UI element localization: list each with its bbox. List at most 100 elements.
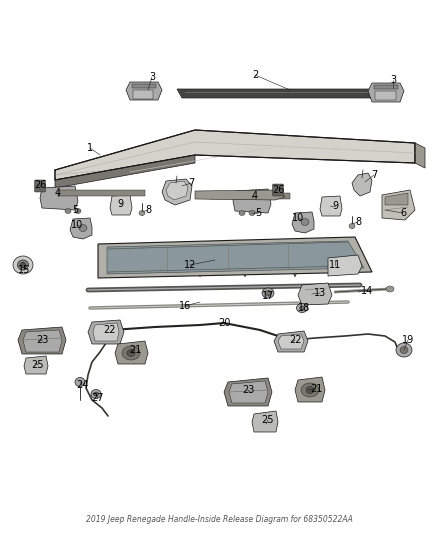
Text: 25: 25	[32, 360, 44, 370]
Polygon shape	[115, 341, 148, 364]
Ellipse shape	[265, 290, 271, 295]
Polygon shape	[385, 193, 408, 205]
Text: 5: 5	[72, 205, 78, 215]
Polygon shape	[382, 190, 415, 220]
Polygon shape	[224, 378, 272, 406]
Text: 21: 21	[310, 384, 322, 394]
Text: 1: 1	[87, 143, 93, 153]
Text: 3: 3	[149, 72, 155, 82]
Text: 20: 20	[218, 318, 230, 328]
Ellipse shape	[75, 208, 81, 214]
Text: 8: 8	[145, 205, 151, 215]
Text: 26: 26	[34, 180, 46, 190]
Ellipse shape	[249, 211, 255, 215]
Text: 2019 Jeep Renegade Handle-Inside Release Diagram for 68350522AA: 2019 Jeep Renegade Handle-Inside Release…	[85, 515, 353, 524]
Ellipse shape	[75, 377, 85, 386]
Polygon shape	[415, 143, 425, 168]
Polygon shape	[98, 237, 372, 278]
Text: 22: 22	[104, 325, 116, 335]
Polygon shape	[352, 173, 372, 196]
Text: 2: 2	[252, 70, 258, 80]
Ellipse shape	[301, 219, 309, 225]
FancyBboxPatch shape	[272, 184, 283, 196]
Polygon shape	[93, 323, 119, 341]
Text: 27: 27	[92, 393, 104, 403]
Polygon shape	[252, 411, 278, 432]
Ellipse shape	[91, 390, 101, 399]
Polygon shape	[70, 218, 92, 239]
Polygon shape	[40, 186, 78, 210]
Polygon shape	[229, 381, 268, 403]
Text: 18: 18	[298, 303, 310, 313]
Ellipse shape	[21, 262, 25, 268]
Polygon shape	[278, 334, 304, 349]
Text: 5: 5	[255, 208, 261, 218]
Text: 7: 7	[371, 170, 377, 180]
Polygon shape	[375, 91, 396, 100]
Ellipse shape	[400, 346, 408, 353]
Ellipse shape	[18, 260, 28, 270]
Text: 7: 7	[188, 178, 194, 188]
Ellipse shape	[306, 386, 314, 393]
Polygon shape	[177, 89, 398, 98]
Polygon shape	[295, 377, 325, 402]
Polygon shape	[58, 190, 145, 196]
Polygon shape	[374, 85, 398, 89]
Ellipse shape	[93, 392, 99, 396]
Polygon shape	[233, 189, 271, 213]
Text: 23: 23	[242, 385, 254, 395]
Text: 23: 23	[36, 335, 48, 345]
Text: 11: 11	[329, 260, 341, 270]
Polygon shape	[320, 196, 342, 216]
Text: 25: 25	[262, 415, 274, 425]
Ellipse shape	[79, 224, 87, 231]
Text: 10: 10	[292, 213, 304, 223]
Ellipse shape	[262, 288, 274, 298]
Text: 15: 15	[18, 265, 30, 275]
Polygon shape	[55, 130, 415, 180]
Ellipse shape	[239, 211, 245, 215]
Polygon shape	[23, 330, 62, 352]
Ellipse shape	[13, 256, 33, 274]
Ellipse shape	[300, 306, 304, 310]
Ellipse shape	[301, 383, 319, 397]
Text: 26: 26	[272, 185, 284, 195]
Polygon shape	[107, 241, 364, 274]
Text: 19: 19	[402, 335, 414, 345]
Ellipse shape	[122, 346, 140, 360]
Polygon shape	[55, 155, 195, 188]
Polygon shape	[292, 212, 314, 233]
Text: 24: 24	[76, 380, 88, 390]
Polygon shape	[166, 181, 188, 200]
Text: 4: 4	[252, 191, 258, 201]
Text: 10: 10	[71, 220, 83, 230]
Polygon shape	[126, 82, 162, 100]
Text: 14: 14	[361, 286, 373, 296]
Polygon shape	[18, 327, 66, 354]
FancyBboxPatch shape	[35, 180, 46, 192]
Polygon shape	[274, 331, 308, 352]
Text: 9: 9	[117, 199, 123, 209]
Text: 16: 16	[179, 301, 191, 311]
Polygon shape	[132, 84, 156, 88]
Polygon shape	[328, 255, 362, 276]
Ellipse shape	[65, 208, 71, 214]
Text: 21: 21	[129, 345, 141, 355]
Polygon shape	[368, 83, 404, 102]
Polygon shape	[298, 283, 332, 305]
Polygon shape	[133, 90, 153, 99]
Ellipse shape	[396, 343, 412, 357]
Text: 17: 17	[262, 291, 274, 301]
Ellipse shape	[349, 223, 355, 229]
Ellipse shape	[297, 303, 307, 312]
Ellipse shape	[386, 286, 394, 292]
Text: 6: 6	[400, 208, 406, 218]
Ellipse shape	[127, 350, 135, 357]
Text: 9: 9	[332, 201, 338, 211]
Polygon shape	[162, 179, 192, 205]
Text: 22: 22	[289, 335, 301, 345]
Text: 12: 12	[184, 260, 196, 270]
Polygon shape	[88, 320, 124, 344]
Polygon shape	[210, 193, 290, 199]
Polygon shape	[24, 356, 48, 374]
